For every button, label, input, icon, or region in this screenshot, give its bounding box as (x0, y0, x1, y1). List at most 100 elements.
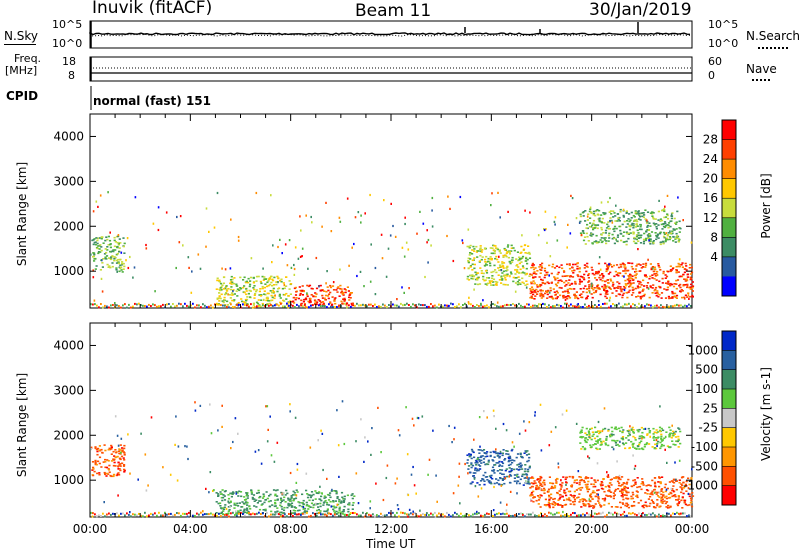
echo-cell (360, 221, 362, 224)
echo-cell (295, 291, 298, 293)
echo-cell (545, 290, 548, 292)
echo-cell (502, 305, 504, 308)
echo-cell (187, 256, 190, 259)
echo-cell (532, 276, 535, 279)
echo-cell (649, 212, 652, 214)
echo-cell (628, 289, 631, 292)
echo-cell (577, 470, 580, 473)
echo-cell (613, 230, 616, 233)
echo-cell (591, 269, 594, 271)
echo-cell (501, 272, 504, 274)
echo-cell (678, 258, 681, 261)
echo-cell (593, 273, 596, 276)
echo-cell (512, 276, 515, 279)
echo-cell (533, 298, 536, 300)
echo-cell (682, 284, 685, 286)
echo-cell (322, 513, 324, 516)
echo-cell (556, 239, 559, 242)
echo-cell (660, 490, 663, 492)
echo-cell (473, 248, 476, 250)
echo-cell (627, 506, 630, 509)
echo-cell (544, 498, 547, 501)
echo-cell (338, 506, 341, 509)
echo-cell (624, 279, 627, 282)
echo-cell (635, 234, 639, 236)
echo-cell (234, 306, 236, 309)
echo-cell (605, 227, 609, 229)
echo-cell (324, 305, 326, 308)
echo-cell (323, 495, 326, 497)
echo-cell (255, 289, 258, 291)
echo-cell (118, 468, 121, 470)
echo-cell (107, 460, 110, 462)
echo-cell (599, 430, 602, 432)
echo-cell (245, 494, 248, 497)
echo-cell (329, 301, 332, 303)
echo-cell (496, 512, 498, 515)
echo-cell (498, 460, 501, 463)
echo-cell (483, 410, 485, 413)
echo-cell (227, 500, 229, 503)
echo-cell (578, 493, 581, 495)
echo-cell (575, 296, 578, 299)
echo-cell (568, 279, 571, 281)
echo-cell (326, 514, 328, 517)
echo-cell (644, 513, 646, 516)
echo-cell (237, 505, 240, 507)
echo-cell (510, 515, 512, 517)
echo-cell (640, 305, 642, 308)
echo-cell (618, 225, 621, 228)
echo-cell (325, 290, 328, 293)
echo-cell (652, 437, 655, 439)
echo-cell (222, 288, 225, 290)
echo-cell (676, 499, 679, 501)
echo-cell (508, 455, 512, 458)
echo-cell (473, 456, 476, 459)
echo-cell (596, 209, 599, 211)
echo-cell (314, 498, 317, 500)
echo-cell (528, 456, 531, 459)
echo-cell (209, 403, 211, 406)
echo-cell (442, 513, 444, 516)
echo-cell (310, 294, 313, 296)
echo-cell (343, 288, 346, 290)
echo-cell (563, 271, 566, 273)
echo-cell (634, 277, 637, 279)
echo-cell (597, 496, 600, 498)
echo-cell (656, 292, 659, 295)
echo-cell (618, 513, 620, 516)
echo-cell (676, 511, 678, 514)
echo-cell (659, 218, 662, 220)
echo-cell (507, 256, 510, 259)
echo-cell (619, 229, 622, 232)
echo-cell (120, 251, 123, 254)
echo-cell (320, 495, 323, 498)
echo-cell (649, 502, 652, 505)
echo-cell (359, 270, 362, 273)
echo-cell (566, 288, 569, 291)
echo-cell (290, 506, 293, 508)
echo-cell (575, 422, 578, 425)
echo-cell (632, 226, 635, 229)
echo-cell (260, 513, 262, 515)
echo-cell (267, 284, 270, 287)
echo-cell (639, 224, 642, 226)
echo-cell (257, 491, 260, 494)
echo-cell (667, 224, 670, 227)
echo-cell (650, 267, 653, 269)
echo-cell (688, 483, 691, 486)
echo-cell (597, 430, 600, 432)
echo-cell (510, 244, 513, 247)
echo-cell (490, 474, 493, 477)
echo-cell (154, 290, 156, 293)
echo-cell (588, 457, 591, 460)
echo-cell (678, 220, 681, 223)
echo-cell (575, 291, 578, 293)
echo-cell (620, 306, 622, 309)
echo-cell (628, 432, 631, 435)
echo-cell (270, 513, 272, 516)
echo-cell (650, 492, 653, 494)
echo-cell (613, 242, 616, 245)
echo-cell (198, 304, 200, 307)
echo-cell (550, 272, 553, 275)
